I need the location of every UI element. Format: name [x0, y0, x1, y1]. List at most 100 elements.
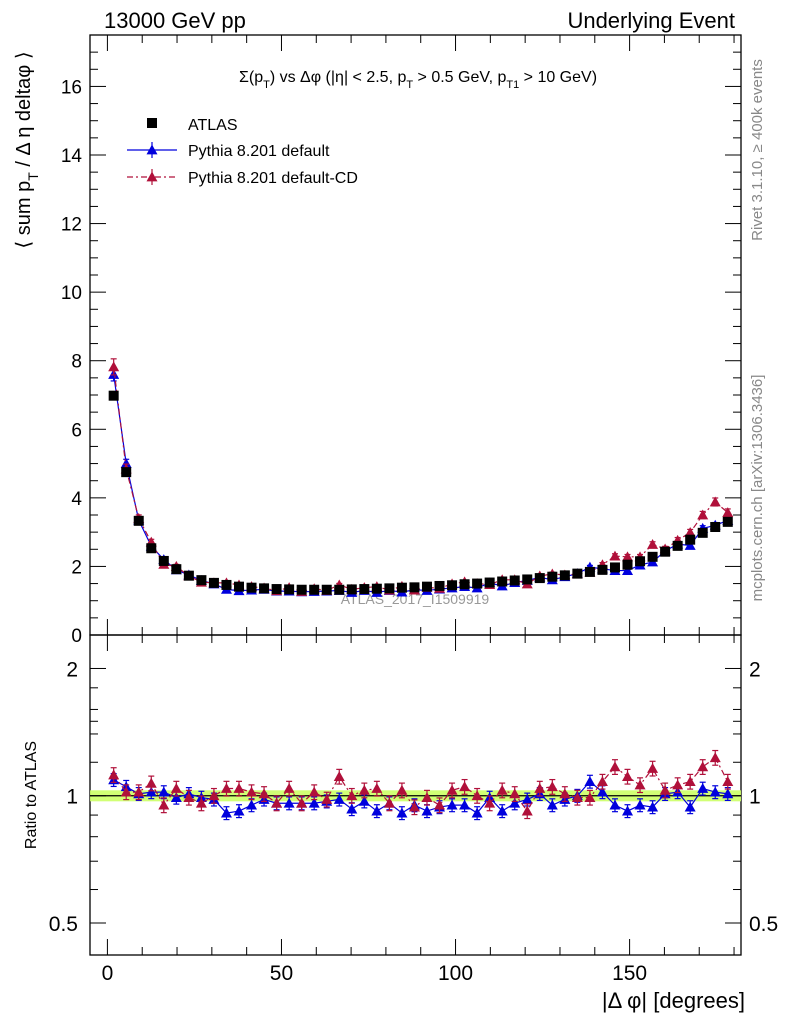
atlas-point: [722, 516, 733, 527]
atlas-point: [396, 582, 407, 593]
ratio-pythia-cd-point: [108, 769, 120, 780]
ratio-pythia-cd-point: [333, 771, 345, 781]
atlas-point: [171, 564, 182, 575]
ratio-pythia-cd-point: [408, 801, 420, 812]
ratio-pythia-cd-point: [271, 797, 283, 808]
atlas-point: [509, 575, 520, 586]
atlas-point: [609, 562, 620, 573]
atlas-point: [685, 534, 696, 545]
atlas-point: [359, 584, 370, 595]
ratio-pythia-cd-point: [546, 781, 558, 792]
atlas-point: [259, 583, 270, 594]
y-tick-label: 8: [71, 352, 82, 373]
atlas-point: [334, 584, 345, 595]
ratio-pythia-default-point: [634, 799, 646, 810]
pythia-cd-point: [647, 538, 659, 549]
ratio-pythia-cd-point: [571, 792, 583, 802]
ratio-pythia-cd-point: [208, 790, 220, 801]
ratio-pythia-cd-point: [383, 797, 395, 808]
atlas-point: [522, 574, 533, 585]
pythia-cd-point: [709, 496, 721, 507]
y-tick-label: 12: [61, 215, 82, 236]
x-tick-label: 50: [270, 962, 293, 985]
atlas-point: [371, 583, 382, 594]
ratio-pythia-cd-point: [559, 788, 571, 799]
pythia-cd-point: [697, 509, 709, 520]
pythia-default-point: [684, 540, 696, 550]
ratio-pythia-cd-point: [509, 788, 521, 799]
ratio-pythia-cd-point: [158, 799, 170, 810]
ratio-y-tick-label-right: 1: [749, 786, 761, 809]
rivet-label: Rivet 3.1.10, ≥ 400k events: [749, 59, 766, 241]
ratio-pythia-default-point: [622, 805, 634, 816]
ratio-pythia-cd-point: [283, 783, 295, 793]
pythia-cd-point: [722, 507, 734, 517]
ratio-pythia-cd-point: [446, 784, 458, 795]
atlas-point: [497, 576, 508, 587]
pythia-cd-point: [622, 551, 634, 562]
ratio-pythia-default-point: [709, 786, 721, 797]
mcplots-label: mcplots.cern.ch [arXiv:1306.3436]: [749, 375, 766, 602]
ratio-pythia-cd-point: [258, 788, 270, 799]
ratio-pythia-cd-point: [697, 761, 709, 772]
atlas-point: [660, 546, 671, 557]
ratio-pythia-default-point: [333, 793, 345, 804]
ratio-pythia-cd-point: [170, 783, 182, 793]
atlas-point: [208, 577, 219, 588]
ratio-pythia-default-point: [684, 801, 696, 812]
atlas-point: [384, 583, 395, 594]
ratio-pythia-cd-point: [459, 781, 471, 792]
ratio-pythia-cd-point: [622, 771, 634, 781]
ratio-pythia-cd-point: [296, 797, 308, 808]
atlas-point: [158, 555, 169, 566]
ratio-pythia-cd-point: [308, 786, 320, 797]
ratio-pythia-cd-point: [471, 790, 483, 801]
ratio-pythia-cd-point: [684, 776, 696, 787]
x-tick-label: 0: [102, 962, 114, 985]
y-tick-label: 16: [61, 77, 82, 98]
ratio-pythia-default-point: [170, 792, 182, 802]
ratio-pythia-default-point: [609, 799, 621, 810]
atlas-point: [484, 577, 495, 588]
y-tick-label: 0: [71, 626, 82, 647]
ratio-pythia-cd-point: [434, 799, 446, 810]
ratio-pythia-default-point: [145, 786, 157, 797]
ratio-pythia-cd-point: [371, 783, 383, 793]
ratio-pythia-cd-point: [246, 786, 258, 797]
y-tick-label: 14: [61, 146, 83, 167]
legend-marker: [146, 144, 158, 155]
ratio-pythia-cd-point: [709, 752, 721, 763]
atlas-point: [622, 559, 633, 570]
ratio-pythia-default-point: [471, 807, 483, 818]
atlas-point: [321, 584, 332, 595]
ratio-pythia-cd-point: [634, 779, 646, 790]
ratio-pythia-cd-point: [346, 790, 358, 801]
ratio-pythia-cd-line: [113, 756, 729, 813]
ratio-pythia-default-point: [233, 805, 245, 816]
atlas-point: [146, 543, 157, 554]
atlas-point: [233, 581, 244, 592]
ratio-pythia-default-point: [421, 805, 433, 816]
ratio-pythia-cd-point: [195, 797, 207, 808]
ratio-pythia-default-point: [371, 805, 383, 816]
atlas-point: [434, 580, 445, 591]
atlas-point: [534, 573, 545, 584]
ratio-pythia-cd-point: [220, 783, 232, 793]
ratio-pythia-default-point: [358, 795, 370, 806]
atlas-point: [710, 522, 721, 532]
atlas-point: [559, 570, 570, 581]
y-tick-label: 2: [71, 557, 82, 578]
legend-marker-atlas: [147, 118, 157, 128]
atlas-point: [121, 467, 132, 478]
ratio-pythia-default-point: [283, 797, 295, 808]
ratio-pythia-default-point: [521, 793, 533, 804]
atlas-point: [296, 584, 307, 595]
ratio-pythia-cd-point: [145, 777, 157, 788]
y-axis-label: ⟨ sum pT / Δ η deltaφ ⟩: [13, 51, 41, 248]
ratio-y-tick-label-right: 0.5: [749, 913, 778, 936]
ratio-pythia-cd-point: [521, 805, 533, 816]
ratio-plot-panel: 0.5 0.5 1 1 2 2 0 50 100 150 Ratio to ATLAS |Δ φ|…: [23, 634, 778, 1013]
atlas-point: [459, 579, 470, 590]
